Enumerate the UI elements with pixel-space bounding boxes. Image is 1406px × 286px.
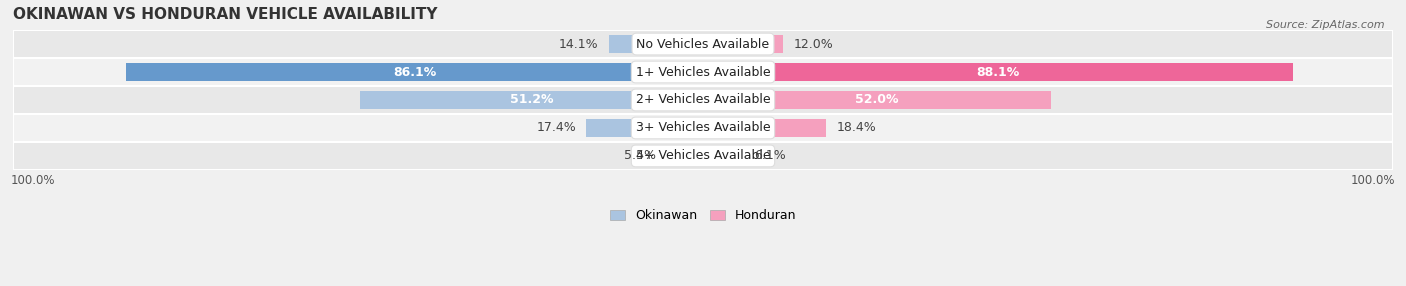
Bar bbox=[703, 119, 827, 137]
Bar bbox=[13, 142, 1393, 170]
Text: 52.0%: 52.0% bbox=[855, 94, 898, 106]
Bar bbox=[127, 63, 703, 81]
Text: 5.5%: 5.5% bbox=[624, 150, 657, 162]
Bar bbox=[13, 114, 1393, 142]
Bar bbox=[703, 147, 744, 165]
Text: 17.4%: 17.4% bbox=[537, 122, 576, 134]
Bar bbox=[13, 58, 1393, 86]
Bar bbox=[703, 91, 1052, 109]
Text: 51.2%: 51.2% bbox=[510, 94, 554, 106]
Text: 18.4%: 18.4% bbox=[837, 122, 876, 134]
Bar bbox=[13, 86, 1393, 114]
Bar bbox=[703, 63, 1294, 81]
Bar bbox=[586, 119, 703, 137]
Text: 2+ Vehicles Available: 2+ Vehicles Available bbox=[636, 94, 770, 106]
Text: 88.1%: 88.1% bbox=[976, 65, 1019, 79]
Text: OKINAWAN VS HONDURAN VEHICLE AVAILABILITY: OKINAWAN VS HONDURAN VEHICLE AVAILABILIT… bbox=[13, 7, 437, 22]
Text: 12.0%: 12.0% bbox=[793, 37, 834, 51]
Text: 86.1%: 86.1% bbox=[394, 65, 436, 79]
Text: No Vehicles Available: No Vehicles Available bbox=[637, 37, 769, 51]
Legend: Okinawan, Honduran: Okinawan, Honduran bbox=[610, 209, 796, 223]
Text: Source: ZipAtlas.com: Source: ZipAtlas.com bbox=[1267, 20, 1385, 30]
Bar bbox=[666, 147, 703, 165]
Bar bbox=[13, 30, 1393, 58]
Text: 6.1%: 6.1% bbox=[754, 150, 786, 162]
Text: 14.1%: 14.1% bbox=[560, 37, 599, 51]
Bar bbox=[360, 91, 703, 109]
Text: 4+ Vehicles Available: 4+ Vehicles Available bbox=[636, 150, 770, 162]
Bar bbox=[703, 35, 783, 53]
Bar bbox=[609, 35, 703, 53]
Text: 3+ Vehicles Available: 3+ Vehicles Available bbox=[636, 122, 770, 134]
Text: 1+ Vehicles Available: 1+ Vehicles Available bbox=[636, 65, 770, 79]
